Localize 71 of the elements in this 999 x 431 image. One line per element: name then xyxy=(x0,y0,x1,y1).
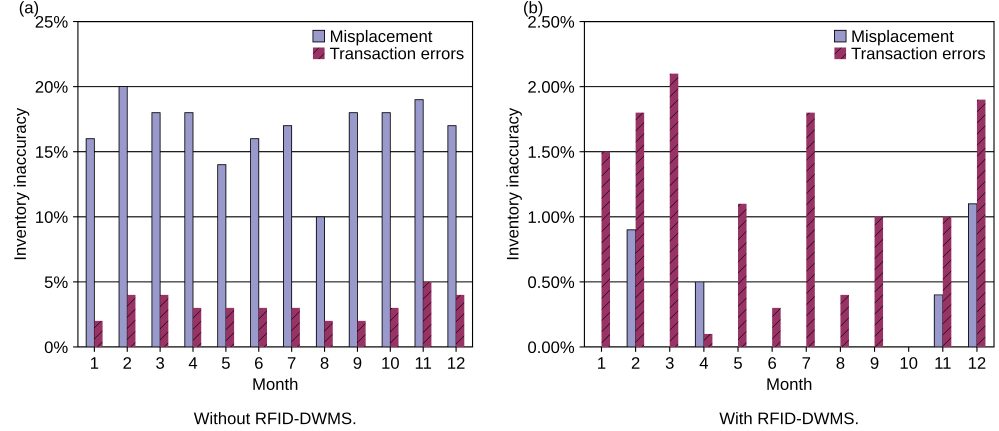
x-tick-label: 1 xyxy=(598,357,606,369)
bar xyxy=(670,74,678,347)
bar xyxy=(226,308,234,347)
x-tick-label: 11 xyxy=(935,357,951,369)
x-tick-label: 7 xyxy=(802,357,810,369)
bar xyxy=(636,112,644,347)
x-tick-label: 12 xyxy=(448,357,465,369)
chart-title: (b) xyxy=(524,1,542,17)
x-tick-label: 2 xyxy=(123,357,132,369)
bar xyxy=(390,308,399,347)
y-tick-label: 15% xyxy=(36,146,68,158)
y-tick-label: 0.00% xyxy=(528,341,574,354)
x-tick-label: 2 xyxy=(632,357,640,369)
bar xyxy=(874,216,884,347)
x-tick-label: 5 xyxy=(222,357,230,369)
bar xyxy=(840,294,849,347)
y-tick-label: 10% xyxy=(36,211,68,223)
x-tick-label: 6 xyxy=(254,357,263,369)
bar xyxy=(976,100,986,347)
y-axis-title: Inventory inaccuracy xyxy=(506,108,522,260)
legend-label: Transaction errors xyxy=(851,47,986,60)
x-tick-label: 9 xyxy=(870,357,878,369)
bar xyxy=(292,308,300,347)
y-tick-label: 5% xyxy=(44,276,68,288)
legend-label: Misplacement xyxy=(852,30,954,46)
y-tick-label: 25% xyxy=(36,16,68,28)
text: Without RFID-DWMS. xyxy=(194,412,356,424)
x-tick-label: 6 xyxy=(768,357,776,369)
y-tick-label: 1.50% xyxy=(528,146,574,158)
bar xyxy=(704,334,712,347)
x-tick-label: 5 xyxy=(734,357,742,369)
bar xyxy=(423,282,432,347)
bar xyxy=(94,320,103,347)
bar xyxy=(324,320,333,347)
x-axis-title: Month xyxy=(767,378,812,390)
bar xyxy=(772,308,781,347)
chart-title: (a) xyxy=(20,1,38,17)
x-tick-label: 7 xyxy=(288,357,296,369)
y-tick-label: 20% xyxy=(36,81,68,93)
x-tick-label: 1 xyxy=(91,357,98,369)
legend-label: Misplacement xyxy=(330,30,432,46)
x-tick-label: 8 xyxy=(320,357,328,369)
bar xyxy=(942,216,952,347)
y-axis-title: Inventory inaccuracy xyxy=(14,108,30,260)
bar xyxy=(258,308,268,347)
x-tick-label: 10 xyxy=(382,357,399,369)
x-tick-label: 8 xyxy=(836,357,844,369)
bar xyxy=(738,204,747,347)
x-tick-label: 10 xyxy=(900,357,918,369)
bar xyxy=(806,112,815,347)
x-tick-label: 4 xyxy=(188,357,198,369)
x-tick-label: 9 xyxy=(354,357,362,369)
y-tick-label: 1.00% xyxy=(528,211,574,223)
x-axis-title: Month xyxy=(253,378,298,390)
x-tick-label: 3 xyxy=(156,357,164,369)
bar xyxy=(127,294,136,347)
bar xyxy=(193,308,202,347)
x-tick-label: 11 xyxy=(416,357,432,369)
y-tick-label: 0% xyxy=(44,341,68,354)
x-tick-label: 3 xyxy=(666,357,674,369)
legend-label: Transaction errors xyxy=(330,47,464,60)
bar xyxy=(456,294,464,347)
bar xyxy=(601,152,610,347)
text: With RFID-DWMS. xyxy=(719,412,858,424)
x-tick-label: 4 xyxy=(700,357,708,369)
x-tick-label: 12 xyxy=(968,357,986,369)
y-tick-label: 0.50% xyxy=(528,276,574,288)
bar xyxy=(160,294,168,347)
y-tick-label: 2.50% xyxy=(528,16,574,28)
bar xyxy=(357,320,366,347)
y-tick-label: 2.00% xyxy=(528,81,574,93)
